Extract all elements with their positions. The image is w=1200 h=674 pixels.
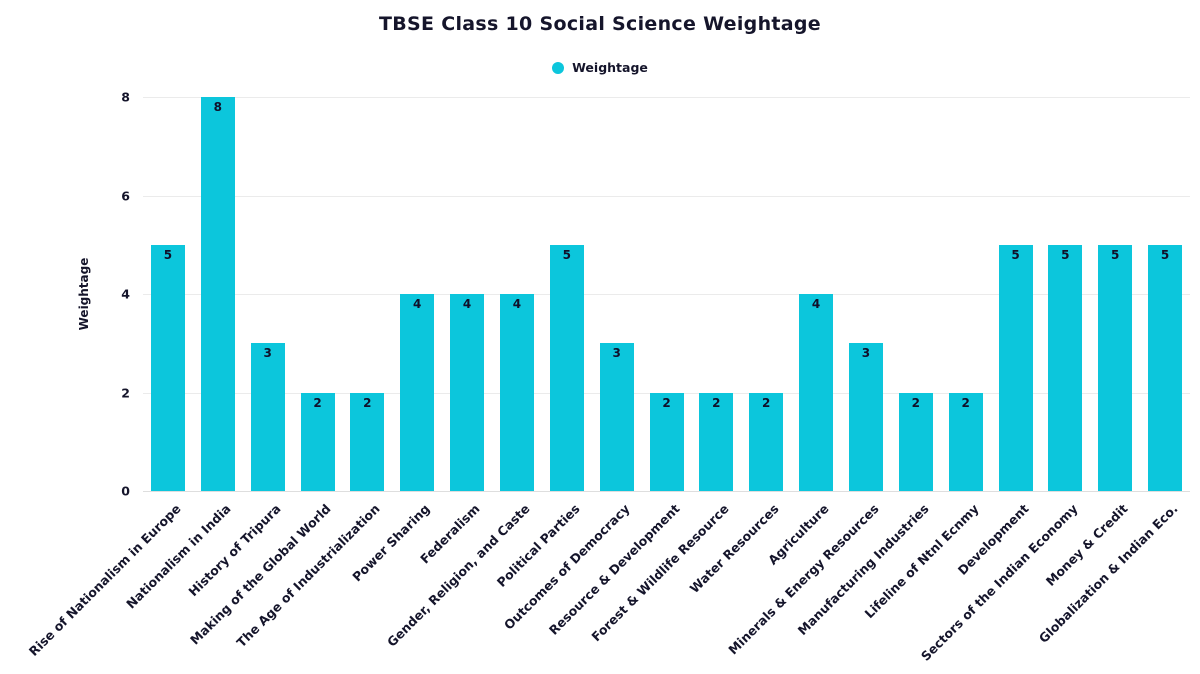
bar[interactable]: 5 [1048, 244, 1083, 491]
bar-value-label: 8 [213, 100, 222, 114]
bar[interactable]: 4 [499, 294, 534, 491]
bar-value-label: 3 [263, 346, 272, 361]
chart-title: TBSE Class 10 Social Science Weightage [379, 13, 821, 35]
bar[interactable]: 5 [1148, 244, 1183, 491]
bar-value-label: 4 [462, 297, 472, 311]
bar[interactable]: 5 [1098, 244, 1133, 491]
bar-value-label: 5 [562, 247, 571, 262]
bar-value-label: 4 [512, 297, 522, 311]
bar-value-label: 2 [961, 395, 970, 410]
x-axis-labels: Rise of Nationalism in Europe Nationalism… [26, 491, 1190, 674]
x-axis-label: Water Resources [686, 501, 782, 596]
gridline [143, 195, 1190, 197]
bar[interactable]: 2 [300, 392, 335, 491]
y-tick-label: 2 [121, 385, 130, 400]
bar-value-label: 2 [662, 395, 671, 410]
bar-value-label: 5 [1111, 247, 1120, 262]
legend[interactable]: Weightage [0, 60, 1200, 75]
bar-value-label: 4 [811, 297, 821, 311]
bar[interactable]: 8 [200, 97, 235, 491]
bar[interactable]: 4 [799, 294, 834, 491]
bar[interactable]: 5 [150, 244, 185, 491]
bar[interactable]: 3 [848, 343, 883, 491]
bar[interactable]: 4 [400, 294, 435, 491]
bar[interactable]: 5 [998, 244, 1033, 491]
bar-value-label: 5 [1061, 247, 1070, 262]
y-tick-label: 8 [121, 89, 130, 105]
bar[interactable]: 2 [898, 392, 933, 491]
y-tick-label: 0 [121, 483, 130, 499]
x-axis-line [143, 491, 1190, 492]
bar-value-label: 2 [313, 395, 322, 410]
y-tick-label: 6 [121, 188, 130, 203]
bar[interactable]: 5 [549, 244, 584, 491]
bar-value-label: 2 [762, 395, 771, 410]
y-axis-title: Weightage [77, 257, 91, 331]
bar[interactable]: 2 [948, 392, 983, 491]
legend-marker-icon [552, 61, 565, 74]
bar[interactable]: 2 [699, 392, 734, 491]
bar[interactable]: 2 [749, 392, 784, 491]
bar-value-label: 3 [861, 346, 871, 361]
bar-value-label: 4 [413, 297, 422, 311]
bar[interactable]: 4 [450, 294, 485, 491]
x-axis-label: History of Tripura [185, 501, 284, 600]
bar-value-label: 5 [1160, 247, 1170, 262]
bar-value-label: 2 [712, 395, 721, 410]
bar-value-label: 3 [612, 346, 621, 361]
bar[interactable]: 3 [250, 343, 285, 491]
legend-label: Weightage [572, 60, 648, 75]
gridline [143, 97, 1190, 98]
y-tick-label: 4 [121, 286, 130, 302]
bar-value-label: 5 [1011, 247, 1020, 262]
bar-value-label: 2 [363, 395, 372, 410]
bar-value-label: 5 [163, 247, 173, 262]
bar[interactable]: 3 [599, 343, 634, 491]
bar[interactable]: 2 [350, 392, 385, 491]
gridline [143, 294, 1190, 295]
bar-value-label: 2 [911, 395, 920, 410]
plot-area: 0 2 4 6 8 5 8 3 2 2 4 4 4 5 3 2 2 2 4 3 2 2 5 5 5 5 [121, 90, 1190, 499]
bar[interactable]: 2 [649, 392, 684, 491]
